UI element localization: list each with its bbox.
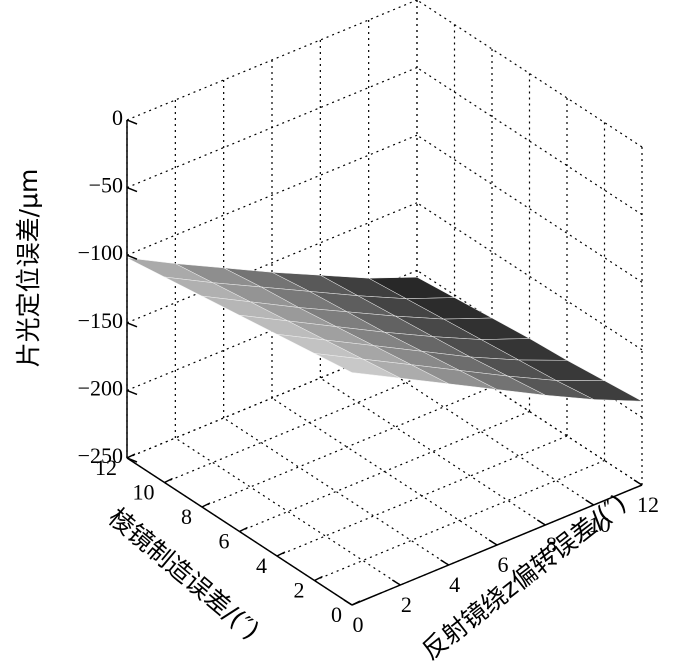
grid-line [368,357,594,506]
grid-line [126,67,418,189]
grid-line [276,435,568,557]
y-tick [314,575,323,582]
tick-labels: 0 −50 −100 −150 −200 −250 0 2 4 6 8 10 12 0 2 4 6 8 10 12 [78,105,659,637]
z-tick [126,119,138,125]
x-tick [585,499,595,506]
x-tick [440,559,450,566]
grid-line [416,134,643,283]
x-tick-label: 0 [353,612,364,637]
z-tick-label: −50 [89,173,123,198]
grid-line [416,0,643,148]
surface-layer [126,257,643,402]
grid-line [201,386,493,508]
x-tick [343,599,353,606]
grid-line [126,0,418,121]
x-tick-label: 6 [498,552,509,577]
x-tick-label: 2 [401,592,412,617]
y-tick-label: 10 [133,480,155,505]
x-tick [391,579,401,586]
axis-layer [126,119,643,606]
y-tick-label: 2 [294,578,305,603]
grid-line [239,410,530,533]
grid-line [416,202,643,351]
x-tick-label: 10 [589,512,611,537]
grid-line [126,134,418,256]
z-tick-label: −150 [78,308,123,333]
x-tick [633,479,643,486]
grid-line [416,269,643,418]
grid-line [126,337,418,459]
y-tick-label: 12 [95,455,117,480]
z-tick-label: 0 [112,105,123,130]
grid-line [126,202,418,324]
y-tick-label: 0 [331,602,342,627]
grid-line [175,437,401,586]
y-tick-label: 6 [219,529,230,554]
y-tick-label: 8 [181,504,192,529]
grid-line [320,377,546,526]
x-tick-label: 4 [449,572,460,597]
z-axis-title: 片光定位误差/μm [14,169,43,368]
grid-line [164,361,455,484]
grid-line [223,417,449,566]
y-tick [239,526,248,533]
x-tick [488,539,498,546]
y-tick [126,453,136,459]
z-tick [126,186,138,193]
z-tick-label: −100 [78,240,123,265]
x-tick-label: 12 [637,492,659,517]
x-tick [536,519,546,526]
y-tick [351,600,361,606]
grid-line [416,67,643,216]
y-tick-label: 4 [256,553,267,578]
grid-line [314,459,605,582]
y-tick [164,477,173,484]
z-tick [126,322,138,328]
x-tick-label: 8 [546,532,557,557]
z-tick-label: −200 [78,375,123,400]
y-tick [201,502,211,508]
z-tick [126,457,138,463]
z-tick-label: −250 [78,443,123,468]
y-tick [276,551,286,557]
z-tick [126,254,138,260]
surface-patch [314,353,401,379]
z-tick [126,389,138,396]
